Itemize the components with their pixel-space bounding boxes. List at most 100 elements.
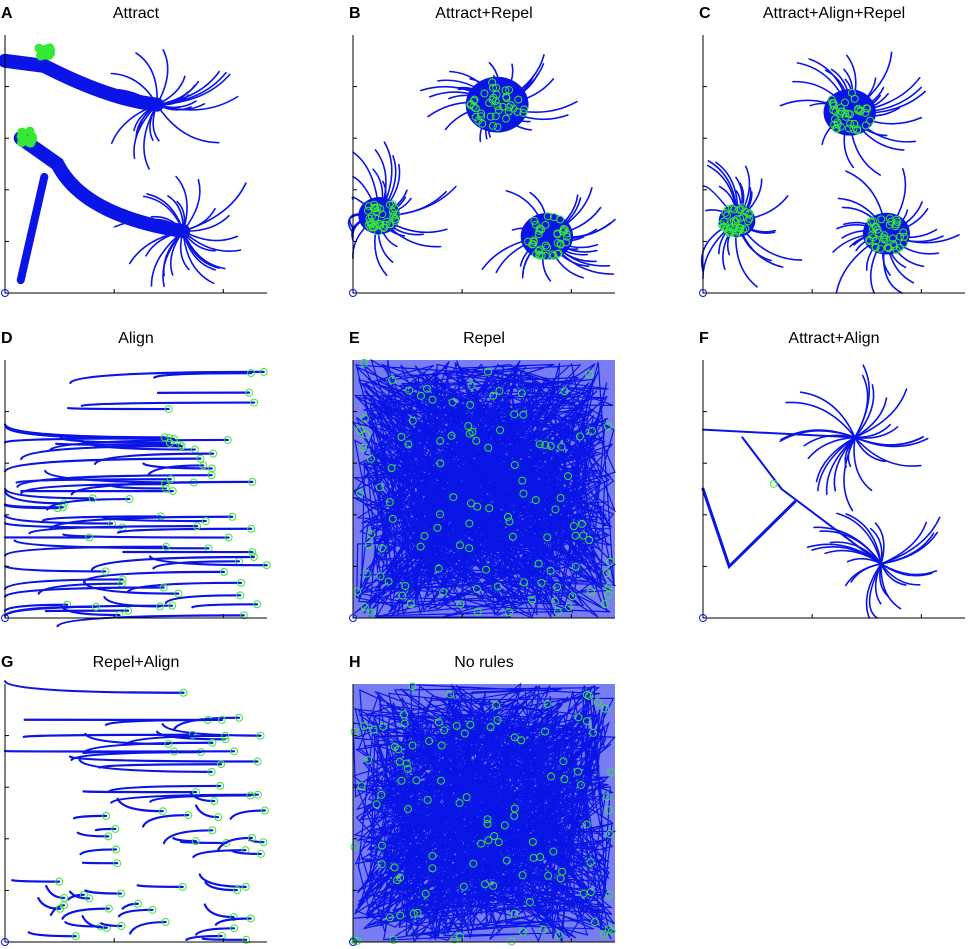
trajectory	[13, 131, 191, 239]
agent	[367, 219, 376, 228]
agent	[55, 877, 64, 886]
agent	[428, 864, 437, 873]
agent	[483, 819, 492, 828]
agent	[741, 207, 750, 216]
agent	[397, 776, 406, 785]
agent	[246, 791, 255, 800]
trajectory	[182, 182, 247, 232]
trajectory	[3, 680, 185, 694]
panel-letter: F	[699, 330, 709, 347]
panel-letter: C	[699, 5, 711, 22]
agent	[467, 381, 476, 390]
agent	[546, 442, 555, 451]
origin-marker	[1, 938, 9, 946]
agent	[539, 925, 548, 934]
agent	[179, 688, 188, 697]
agent	[207, 767, 216, 776]
trajectory	[56, 614, 245, 628]
trajectory	[182, 230, 239, 242]
agent	[178, 882, 187, 891]
agent	[856, 106, 865, 115]
agent	[368, 608, 377, 617]
agent	[531, 496, 540, 505]
trajectory	[68, 755, 259, 763]
agent	[586, 587, 595, 596]
agent	[400, 710, 409, 719]
agent	[544, 871, 553, 880]
axis	[4, 35, 267, 294]
agent	[518, 927, 527, 936]
agent	[560, 387, 569, 396]
agent	[412, 776, 421, 785]
trajectory	[27, 931, 77, 938]
agent	[469, 96, 478, 105]
agent	[564, 603, 573, 612]
agent	[236, 591, 245, 600]
agent	[585, 370, 594, 379]
agent	[582, 820, 591, 829]
agent	[841, 109, 850, 118]
trajectory	[198, 873, 247, 888]
trajectory	[229, 809, 266, 820]
agent	[569, 522, 578, 531]
agent	[556, 240, 565, 249]
trajectory	[185, 934, 223, 941]
agent	[549, 251, 558, 260]
agent	[455, 541, 464, 550]
trajectory	[854, 374, 869, 439]
agent	[557, 442, 566, 451]
agent	[387, 464, 396, 473]
trajectory	[3, 503, 64, 509]
agent	[519, 108, 528, 117]
agent	[377, 860, 386, 869]
agent	[493, 716, 502, 725]
agent	[401, 582, 410, 591]
agent	[437, 741, 446, 750]
trajectory	[11, 879, 61, 883]
agent	[242, 935, 251, 944]
agent	[846, 119, 855, 128]
trajectory	[179, 840, 228, 845]
agent	[604, 583, 613, 592]
agent	[92, 602, 101, 611]
origin-marker	[1, 289, 9, 297]
agent	[840, 98, 849, 107]
agent	[485, 504, 494, 513]
trajectory	[68, 890, 91, 900]
trajectory	[136, 884, 184, 888]
trajectory	[779, 429, 856, 442]
agent	[585, 535, 594, 544]
agent	[831, 107, 840, 116]
agent	[604, 422, 613, 431]
trajectory	[16, 474, 213, 488]
agent	[428, 851, 437, 860]
agent	[262, 561, 271, 570]
agent	[455, 799, 464, 808]
agent	[574, 713, 583, 722]
agent	[104, 832, 113, 841]
agent	[224, 533, 233, 542]
agent	[537, 225, 546, 234]
trajectory	[153, 371, 253, 379]
agent	[847, 88, 856, 97]
agent	[605, 830, 614, 839]
agent	[436, 436, 445, 445]
agent	[117, 921, 126, 930]
agent	[543, 533, 552, 542]
axis	[352, 35, 615, 294]
agent	[836, 103, 845, 112]
agent	[486, 112, 495, 121]
agent	[489, 83, 498, 92]
trajectory	[785, 401, 856, 439]
agent	[484, 443, 493, 452]
agent	[589, 728, 598, 737]
panel-letter: B	[349, 5, 361, 22]
agent	[216, 760, 225, 769]
agent	[560, 775, 569, 784]
agent	[385, 913, 394, 922]
agent	[460, 729, 469, 738]
agent	[104, 904, 113, 913]
agent	[829, 101, 838, 110]
agent	[133, 899, 142, 908]
trajectory	[45, 884, 66, 900]
